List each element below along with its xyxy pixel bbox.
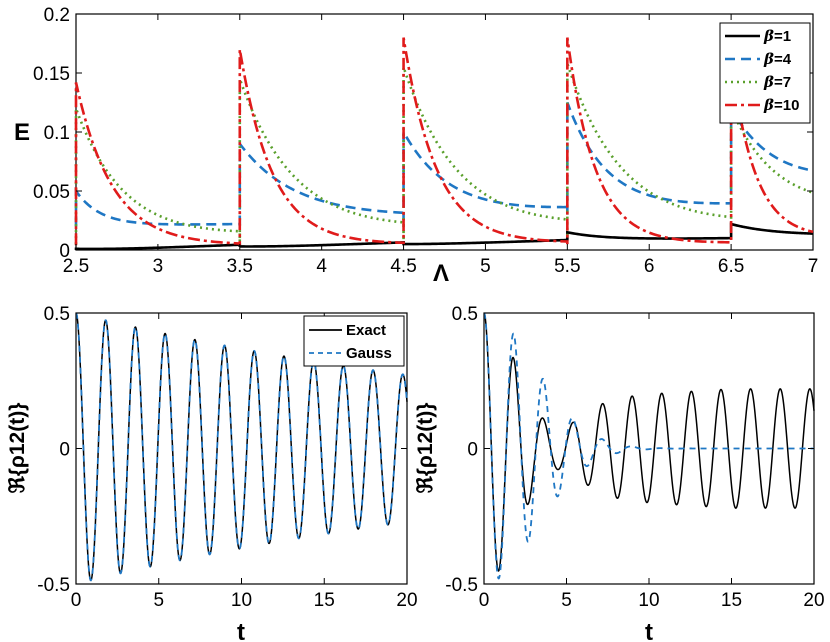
x-tick-label: 5 bbox=[480, 256, 491, 277]
series-line bbox=[74, 102, 814, 227]
x-tick-label: 0 bbox=[71, 590, 82, 611]
x-tick-label: 4 bbox=[316, 256, 327, 277]
x-axis-label: t bbox=[645, 619, 653, 642]
x-tick-label: 10 bbox=[231, 590, 252, 611]
y-tick-label: 0 bbox=[59, 440, 70, 461]
series-line bbox=[74, 63, 814, 245]
x-tick-label: 15 bbox=[314, 590, 335, 611]
y-tick-label: 0.15 bbox=[33, 64, 70, 85]
y-tick-label: -0.5 bbox=[445, 575, 478, 596]
x-tick-label: 5 bbox=[561, 590, 572, 611]
y-tick-label: 0.05 bbox=[33, 182, 70, 203]
coherence-exact-vs-gauss-chart-right: 0 5 10 15 20-0.500.5 t ℜ{ρ12(t)} bbox=[414, 304, 825, 642]
y-tick-label: 0.2 bbox=[44, 5, 70, 26]
legend-entry: β=7 bbox=[763, 73, 791, 91]
legend-entry: Exact bbox=[346, 322, 386, 339]
x-axis-label: Λ bbox=[433, 260, 449, 287]
energy-series-group bbox=[74, 37, 814, 251]
x-tick-label: 10 bbox=[638, 590, 659, 611]
legend-box bbox=[303, 315, 405, 367]
y-tick-label: 0 bbox=[467, 440, 478, 461]
x-tick-label: 0 bbox=[479, 590, 490, 611]
series-line bbox=[483, 312, 814, 580]
tick-group: 2.5 3 3.5 4 4.5 5 5.5 6 6.5 7 0 0.05 0.1 0.15 0.2 bbox=[33, 5, 818, 277]
x-tick-label: 3 bbox=[153, 256, 164, 277]
series-line bbox=[74, 37, 814, 246]
legend-entry: β=10 bbox=[763, 96, 799, 114]
y-tick-label: 0.1 bbox=[44, 123, 70, 144]
x-tick-label: 15 bbox=[721, 590, 742, 611]
tick-group: 0 5 10 15 20-0.500.5 bbox=[445, 304, 824, 611]
coherence-series-group bbox=[75, 312, 408, 582]
series-line bbox=[75, 312, 408, 582]
legend-box bbox=[719, 22, 811, 124]
y-tick-label: 0.5 bbox=[452, 304, 478, 325]
energy-vs-lambda-chart: 2.5 3 3.5 4 4.5 5 5.5 6 6.5 700.050.10.150.2 Λ E … bbox=[14, 5, 818, 287]
y-axis-label: E bbox=[14, 119, 30, 146]
plot-frame bbox=[75, 13, 814, 251]
x-axis-label: t bbox=[237, 619, 245, 642]
series-line bbox=[74, 222, 814, 251]
y-tick-label: 0.5 bbox=[44, 304, 70, 325]
x-tick-label: 5.5 bbox=[554, 256, 580, 277]
legend-entry: β=4 bbox=[763, 50, 792, 68]
legend-entry: β=1 bbox=[763, 27, 791, 45]
coherence-series-group bbox=[483, 312, 815, 580]
legend: β=1 β=4 β=7 β=10 bbox=[719, 22, 811, 124]
x-tick-label: 6.5 bbox=[718, 256, 744, 277]
x-tick-label: 7 bbox=[808, 256, 819, 277]
x-tick-label: 5 bbox=[153, 590, 164, 611]
x-tick-label: 4.5 bbox=[390, 256, 416, 277]
y-axis-label: ℜ{ρ12(t)} bbox=[6, 403, 29, 494]
y-tick-label: -0.5 bbox=[37, 575, 70, 596]
x-tick-label: 3.5 bbox=[227, 256, 253, 277]
x-tick-label: 20 bbox=[396, 590, 417, 611]
legend: Exact Gauss bbox=[303, 315, 405, 367]
series-line bbox=[483, 312, 815, 572]
y-tick-label: 0 bbox=[59, 241, 70, 262]
y-axis-label: ℜ{ρ12(t)} bbox=[414, 403, 437, 494]
legend-entry: Gauss bbox=[346, 345, 392, 362]
tick-group: 0 5 10 15 20-0.500.5 bbox=[37, 304, 417, 611]
x-tick-label: 6 bbox=[644, 256, 655, 277]
x-tick-label: 20 bbox=[803, 590, 824, 611]
x-tick-label: 2.5 bbox=[63, 256, 89, 277]
